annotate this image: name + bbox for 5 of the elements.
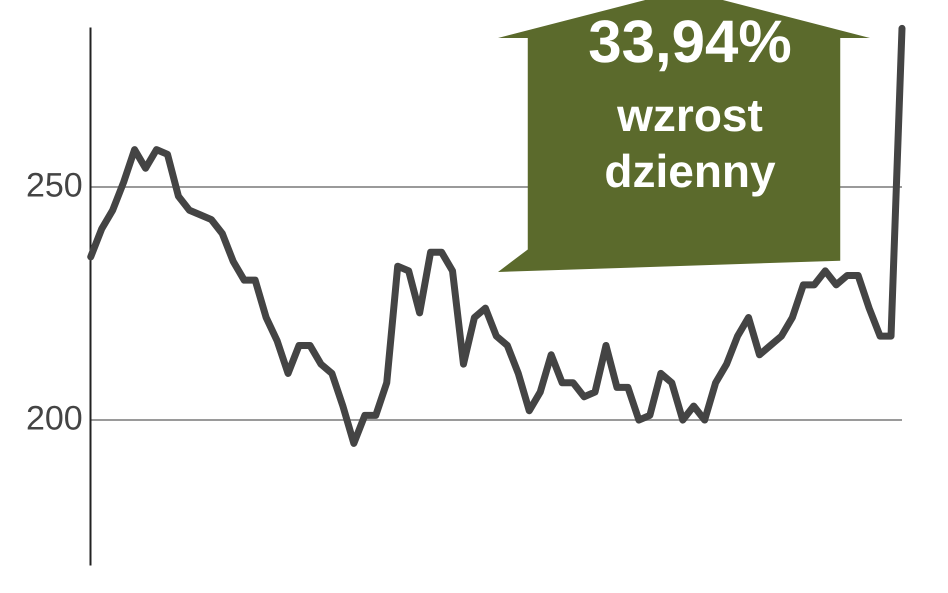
- annotation: 33,94%: [587, 8, 793, 75]
- annotation: dzienny: [603, 145, 777, 197]
- annotation: wzrost: [616, 89, 764, 141]
- y-tick-label: 250: [26, 166, 83, 204]
- y-tick-label: 200: [26, 399, 83, 438]
